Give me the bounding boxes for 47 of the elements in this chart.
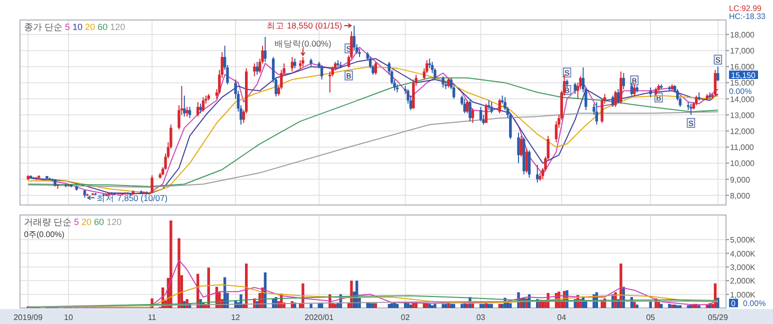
- x-tick-label: 02: [400, 313, 410, 322]
- text: 0.00%: [743, 299, 766, 308]
- annotation: 배당락(0.00%): [274, 38, 332, 48]
- text: HC:-18.33: [729, 12, 766, 21]
- text: 120: [110, 22, 126, 32]
- annotation: 최고 18,550 (01/15): [266, 20, 342, 31]
- legend-title: 거래량 단순: [24, 217, 74, 227]
- y-tick-label: 16,000: [730, 62, 756, 72]
- y-tick-label: 3,000K: [730, 262, 756, 272]
- x-tick-label: 03: [476, 313, 486, 322]
- y-tick-label: 12,000: [730, 127, 756, 136]
- y-tick-label: 14,000: [730, 94, 756, 104]
- text: LC:92.99: [729, 4, 762, 13]
- x-tick-label: 2020/01: [304, 313, 334, 322]
- x-tick-label: 10: [64, 313, 74, 322]
- y-tick-label: 18,000: [730, 30, 756, 40]
- text: 0: [731, 299, 736, 308]
- text: 5: [65, 22, 73, 32]
- y-tick-label: 4,000K: [730, 249, 756, 258]
- y-tick-label: 13,000: [730, 110, 756, 120]
- x-tick-label: 05/29: [708, 313, 728, 322]
- y-tick-label: 1,000K: [730, 290, 756, 300]
- text: 20: [85, 22, 98, 32]
- annotation: 최저 7,850 (10/07): [96, 192, 168, 203]
- y-tick-label: 17,000: [730, 46, 756, 56]
- x-tick-label: 2019/09: [14, 313, 44, 322]
- text: 60: [98, 22, 110, 32]
- x-tick-label: 05: [646, 313, 656, 322]
- text: 5: [74, 217, 82, 227]
- y-tick-label: 15,000: [730, 78, 756, 88]
- y-tick-label: 11,000: [730, 143, 754, 152]
- y-tick-label: 9,000: [730, 175, 751, 184]
- text: 0.00%: [729, 86, 752, 96]
- text: 20: [82, 217, 94, 227]
- y-tick-label: 5,000K: [730, 236, 756, 245]
- annotation: 0주(0.00%): [24, 230, 65, 239]
- y-tick-label: 10,000: [730, 159, 756, 168]
- x-tick-label: 04: [557, 313, 567, 322]
- legend-title: 종가 단순: [24, 22, 66, 32]
- text: 10: [72, 22, 86, 32]
- y-tick-label: 8,000: [730, 191, 751, 200]
- text: 15,150: [731, 70, 756, 80]
- text: 60: [94, 217, 107, 227]
- y-tick-label: 2,000K: [730, 276, 756, 286]
- x-tick-label: 11: [148, 313, 157, 322]
- text: 120: [106, 217, 122, 227]
- x-tick-label: 12: [231, 313, 241, 322]
